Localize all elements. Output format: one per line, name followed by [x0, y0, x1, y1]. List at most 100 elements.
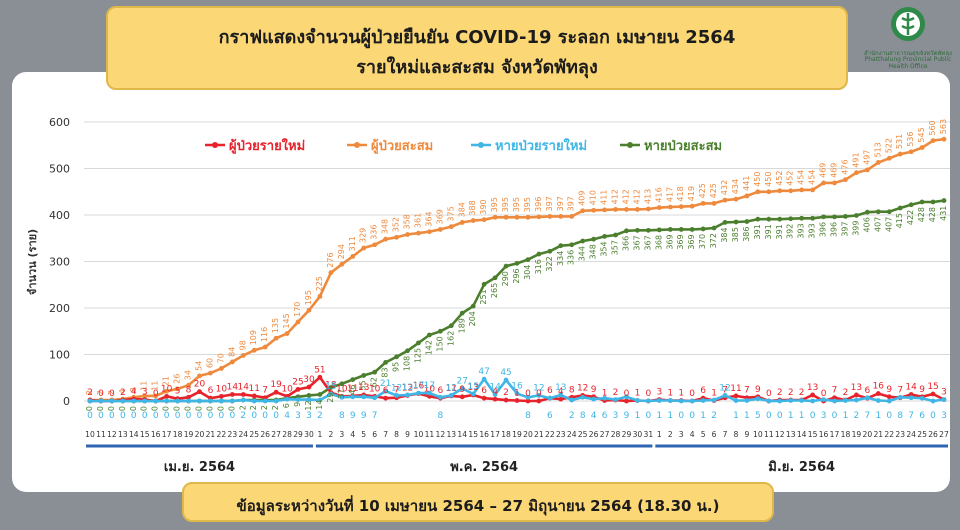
legend-label: หายป่วยรายใหม่ — [495, 137, 587, 154]
legend-item-new-recovered: หายป่วยรายใหม่ — [471, 137, 587, 154]
x-tick-label: 24 — [567, 430, 577, 439]
data-label: 6 — [481, 386, 487, 396]
data-label: 428 — [917, 207, 926, 222]
data-label: 0 — [173, 406, 182, 411]
data-label: 2 — [249, 405, 258, 410]
data-label: 2 — [96, 390, 105, 395]
data-point — [525, 214, 531, 220]
data-point — [492, 396, 498, 402]
data-label: 11 — [151, 381, 160, 391]
data-point — [317, 293, 323, 299]
data-label: 450 — [753, 172, 762, 187]
data-point — [339, 394, 345, 400]
data-point — [372, 395, 378, 401]
data-label: 6 — [282, 403, 291, 408]
x-tick-label: 6 — [712, 430, 717, 439]
x-tick-label: 14 — [457, 430, 467, 439]
data-point — [799, 187, 805, 193]
data-label: 329 — [359, 228, 368, 243]
x-tick-label: 17 — [830, 430, 840, 439]
x-tick-label: 18 — [173, 430, 183, 439]
data-point — [251, 347, 257, 353]
data-point — [843, 213, 848, 219]
data-point — [711, 397, 717, 403]
x-tick-label: 25 — [249, 430, 259, 439]
data-label: 83 — [381, 367, 390, 377]
data-point — [416, 390, 421, 396]
data-point — [427, 332, 432, 338]
data-label: 0 — [162, 406, 171, 411]
data-point — [240, 397, 246, 403]
data-period-note: ข้อมูลระหว่างวันที่ 10 เมษายน 2564 – 27 … — [236, 497, 720, 515]
data-point — [109, 398, 115, 404]
data-point — [733, 196, 739, 202]
data-point — [886, 209, 892, 215]
data-label: 26 — [173, 374, 182, 384]
data-label: 2 — [777, 388, 783, 398]
data-label: 560 — [928, 120, 937, 135]
data-label: 4 — [492, 387, 498, 397]
data-label: 367 — [643, 235, 652, 250]
data-point — [197, 398, 202, 404]
data-label: 399 — [851, 221, 860, 236]
data-label: 0 — [930, 411, 936, 421]
data-label: 2 — [711, 411, 717, 421]
x-tick-label: 13 — [446, 430, 456, 439]
data-label: 369 — [687, 234, 696, 249]
data-point — [908, 149, 914, 155]
data-label: 54 — [195, 361, 204, 371]
data-label: 412 — [632, 189, 641, 204]
data-label: 225 — [315, 276, 324, 291]
data-point — [930, 199, 936, 205]
data-label: 11 — [446, 384, 457, 394]
data-point — [854, 170, 859, 176]
data-point — [766, 216, 772, 222]
data-label: 11 — [347, 384, 358, 394]
data-label: 3 — [306, 411, 312, 421]
data-label: 422 — [906, 210, 915, 225]
data-point — [186, 382, 191, 388]
data-label: 0 — [766, 389, 772, 399]
data-label: 0 — [197, 411, 203, 421]
x-tick-label: 25 — [917, 430, 927, 439]
data-point — [262, 398, 268, 404]
data-label: 0 — [646, 411, 652, 421]
data-point — [503, 263, 509, 269]
data-point — [788, 398, 794, 403]
x-tick-label: 11 — [425, 430, 435, 439]
legend-swatch-marker — [478, 142, 484, 148]
data-label: 6 — [700, 386, 706, 396]
series-new-recovered — [87, 376, 947, 404]
data-point — [383, 395, 389, 401]
data-point — [405, 392, 410, 398]
data-label: 0 — [525, 389, 531, 399]
data-label: 357 — [611, 240, 620, 255]
data-label: 142 — [424, 340, 433, 355]
data-point — [284, 396, 290, 402]
data-point — [208, 398, 213, 404]
data-label: 428 — [928, 207, 937, 222]
data-label: 62 — [370, 377, 379, 387]
data-point — [328, 270, 334, 276]
data-point — [843, 177, 848, 183]
data-label: 12 — [533, 383, 544, 393]
data-point — [569, 213, 575, 219]
x-tick-label: 19 — [184, 430, 194, 439]
data-point — [919, 145, 925, 150]
x-tick-label: 8 — [394, 430, 399, 439]
data-label: 2 — [854, 411, 860, 421]
data-point — [744, 398, 750, 403]
data-label: 109 — [249, 330, 258, 345]
data-point — [306, 384, 312, 390]
x-tick-label: 15 — [140, 430, 150, 439]
data-label: 9 — [755, 385, 761, 395]
data-point — [525, 398, 531, 404]
data-label: 431 — [939, 206, 948, 221]
data-point — [437, 227, 443, 232]
data-label: 14 — [489, 382, 501, 392]
data-point — [503, 377, 509, 383]
data-point — [810, 215, 816, 221]
